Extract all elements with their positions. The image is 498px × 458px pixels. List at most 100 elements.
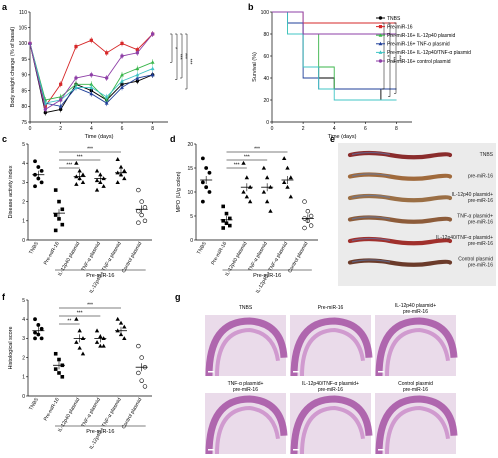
panel-label-g: g	[175, 292, 181, 302]
d-point	[221, 204, 225, 209]
f-point	[60, 375, 65, 379]
panel-e-label-sub: pre-miR-16	[468, 241, 493, 247]
d-point	[207, 170, 212, 175]
a-point	[135, 51, 140, 55]
d-point	[302, 225, 307, 231]
a-point	[120, 54, 124, 58]
f-category-label: TNBS	[28, 396, 40, 411]
d-point	[244, 175, 250, 180]
histology-title-sub: pre-miR-16	[403, 309, 428, 315]
scale-bar	[208, 371, 214, 373]
b-ytick-label: 60	[263, 54, 269, 60]
f-point	[122, 324, 127, 329]
histology-title: IL-12p40/TNF-α plasmid+	[302, 381, 359, 387]
a-sig-bracket	[180, 33, 183, 79]
a-point	[104, 76, 109, 80]
c-point	[74, 160, 79, 165]
b-xtick-label: 6	[364, 126, 367, 132]
a-point	[58, 94, 63, 99]
c-point	[60, 222, 65, 227]
panel-e-label: IL-12p40 plasmid+	[452, 192, 493, 198]
c-point	[39, 180, 44, 185]
a-point	[150, 72, 155, 77]
panel-e-label: IL-12p40/TNF-α plasmid+	[436, 235, 493, 241]
c-point	[122, 176, 127, 181]
a-point	[89, 38, 93, 42]
f-point	[136, 370, 141, 376]
c-point	[57, 199, 61, 204]
a-sig-bracket	[175, 33, 178, 80]
panel-e-label: Control plasmid	[458, 257, 493, 263]
c-point	[139, 212, 144, 218]
c-point	[115, 180, 120, 184]
d-point	[261, 189, 267, 194]
histology-title-sub: pre-miR-16	[403, 387, 428, 393]
d-category-label: Pre-miR-16	[210, 241, 228, 266]
tissue-wall	[290, 395, 373, 455]
histology-title: Control plasmid	[398, 381, 433, 387]
a-point	[89, 91, 94, 96]
histology-title: IL-12p40 plasmid+	[395, 303, 436, 309]
panel-label-e: e	[330, 134, 335, 144]
c-category-label: TNF-α plasmid	[80, 241, 102, 273]
a-point	[89, 85, 94, 89]
b-legend-label: TNBS	[387, 16, 401, 22]
colon-highlight	[351, 259, 391, 263]
c-point	[53, 213, 58, 217]
tissue-wall	[205, 395, 288, 455]
b-sig-label: *	[384, 55, 390, 57]
d-point	[241, 189, 246, 194]
f-category-label: Control plasmid	[121, 397, 144, 430]
d-category-label: Control plasmid	[287, 241, 310, 274]
f-ytick-label: 5	[22, 298, 25, 304]
a-point	[89, 88, 94, 93]
b-survival-line	[272, 11, 397, 90]
b-survival-line	[272, 11, 397, 35]
tissue-mucosa	[215, 327, 280, 377]
a-point	[74, 85, 78, 89]
b-legend-marker	[378, 41, 383, 46]
a-point	[150, 60, 155, 64]
f-group-label: Pre-miR-16	[86, 429, 114, 435]
a-point	[74, 44, 78, 49]
tissue-mucosa	[385, 327, 450, 377]
c-point	[33, 184, 37, 189]
a-xtick-label: 8	[151, 126, 154, 132]
c-sig-label: ***	[66, 163, 72, 169]
f-point	[53, 351, 58, 356]
a-point	[74, 76, 78, 80]
a-ytick-label: 110	[19, 10, 27, 16]
c-point	[57, 217, 61, 221]
f-category-label: Pre-miR-16	[43, 397, 61, 422]
a-point	[120, 82, 124, 86]
panel-e-label-sub: pre-miR-16	[468, 198, 493, 204]
a-ytick-label: 90	[21, 73, 27, 79]
a-y-axis-title: Body weight change (% of basal)	[10, 27, 16, 108]
f-point	[77, 328, 82, 333]
b-legend-marker	[378, 33, 383, 37]
d-point	[200, 199, 205, 204]
f-point	[57, 371, 61, 375]
c-point	[122, 168, 127, 173]
a-point	[89, 73, 94, 77]
a-ytick-label: 75	[21, 120, 27, 126]
d-point	[285, 165, 290, 170]
c-ytick-label: 4	[22, 161, 25, 167]
b-legend-marker	[378, 59, 383, 63]
c-point	[53, 228, 58, 233]
d-point	[224, 211, 229, 216]
colon-highlight	[351, 216, 391, 220]
c-point	[39, 168, 44, 173]
b-legend-label: Pre-miR-16+ TNF-α plasmid	[387, 42, 450, 48]
a-point	[150, 66, 155, 71]
a-point	[104, 101, 109, 105]
b-ytick-label: 100	[261, 10, 270, 16]
c-ytick-label: 5	[22, 142, 25, 148]
a-xtick-label: 0	[29, 126, 32, 132]
d-point	[228, 216, 232, 221]
a-point	[135, 48, 139, 52]
scale-bar	[208, 449, 214, 451]
f-point	[122, 336, 127, 340]
c-ytick-label: 1	[22, 219, 25, 225]
histology-title: TNBS	[239, 305, 253, 311]
